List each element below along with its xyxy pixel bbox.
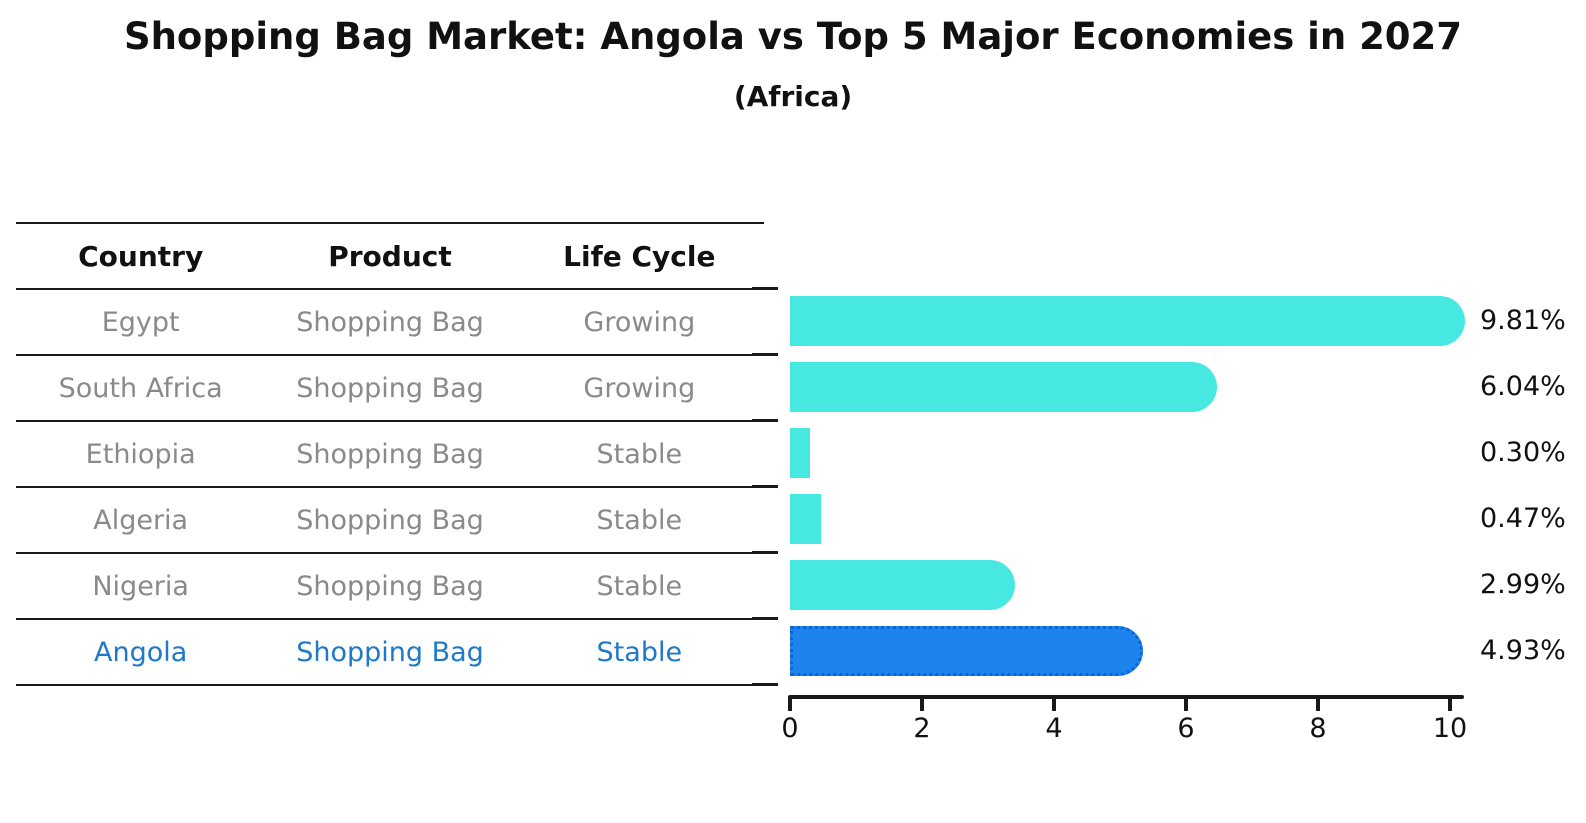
bar bbox=[790, 560, 1016, 610]
cell-product: Shopping Bag bbox=[296, 372, 484, 404]
x-axis-tick-label: 2 bbox=[913, 713, 931, 744]
table-row: Algeria Shopping Bag Stable bbox=[16, 488, 764, 554]
cell-country: Egypt bbox=[101, 306, 180, 338]
x-axis-tick bbox=[1316, 697, 1320, 711]
y-axis-tick bbox=[752, 418, 778, 422]
x-axis-tick bbox=[1184, 697, 1188, 711]
cell-product: Shopping Bag bbox=[296, 570, 484, 602]
bar-value-label: 2.99% bbox=[1480, 569, 1566, 600]
table-header-row: Country Product Life Cycle bbox=[16, 224, 764, 290]
bar bbox=[790, 362, 1217, 412]
table-row: Egypt Shopping Bag Growing bbox=[16, 290, 764, 356]
y-axis-tick bbox=[752, 616, 778, 620]
cell-country: South Africa bbox=[58, 372, 223, 404]
cell-life-cycle: Growing bbox=[583, 306, 696, 338]
cell-life-cycle: Stable bbox=[596, 438, 683, 470]
bar bbox=[790, 428, 810, 478]
bar-value-label: 9.81% bbox=[1480, 305, 1566, 336]
bar-row: 9.81% bbox=[790, 288, 1586, 354]
bar-row: 0.47% bbox=[790, 486, 1586, 552]
bar-highlight-angola bbox=[790, 626, 1144, 676]
y-axis-tick bbox=[752, 286, 778, 290]
bar-row: 6.04% bbox=[790, 354, 1586, 420]
x-axis-tick bbox=[920, 697, 924, 711]
cell-country: Ethiopia bbox=[85, 438, 196, 470]
cell-life-cycle: Stable bbox=[596, 570, 683, 602]
cell-life-cycle: Stable bbox=[596, 504, 683, 536]
cell-country: Nigeria bbox=[92, 570, 189, 602]
cell-country: Angola bbox=[94, 636, 188, 668]
cell-product: Shopping Bag bbox=[296, 438, 484, 470]
bar bbox=[790, 494, 822, 544]
x-axis-tick bbox=[1052, 697, 1056, 711]
bar-value-label: 0.47% bbox=[1480, 503, 1566, 534]
bar-row: 2.99% bbox=[790, 552, 1586, 618]
bar-value-label: 0.30% bbox=[1480, 437, 1566, 468]
col-header-country: Country bbox=[78, 239, 204, 273]
cell-life-cycle: Stable bbox=[596, 636, 683, 668]
bar-value-label: 6.04% bbox=[1480, 371, 1566, 402]
x-axis-tick-label: 4 bbox=[1045, 713, 1063, 744]
y-axis-tick bbox=[752, 484, 778, 488]
x-axis-tick bbox=[1448, 697, 1452, 711]
col-header-product: Product bbox=[328, 239, 452, 273]
table-row: South Africa Shopping Bag Growing bbox=[16, 356, 764, 422]
y-axis-tick bbox=[752, 352, 778, 356]
cell-product: Shopping Bag bbox=[296, 504, 484, 536]
cell-life-cycle: Growing bbox=[583, 372, 696, 404]
bar-value-label: 4.93% bbox=[1480, 635, 1566, 666]
table-row: Angola Shopping Bag Stable bbox=[16, 620, 764, 686]
x-axis-tick-label: 6 bbox=[1177, 713, 1195, 744]
x-axis-tick-label: 10 bbox=[1432, 713, 1468, 744]
country-table: Country Product Life Cycle Egypt Shoppin… bbox=[16, 222, 764, 686]
x-axis-tick-label: 8 bbox=[1309, 713, 1327, 744]
cell-product: Shopping Bag bbox=[296, 636, 484, 668]
chart-subtitle: (Africa) bbox=[733, 80, 853, 113]
bar bbox=[790, 296, 1466, 346]
bar-row: 4.93% bbox=[790, 618, 1586, 684]
y-axis-tick bbox=[752, 550, 778, 554]
table-row: Ethiopia Shopping Bag Stable bbox=[16, 422, 764, 488]
chart-title: Shopping Bag Market: Angola vs Top 5 Maj… bbox=[123, 15, 1463, 58]
cell-product: Shopping Bag bbox=[296, 306, 484, 338]
y-axis-tick bbox=[752, 682, 778, 686]
cell-country: Algeria bbox=[93, 504, 189, 536]
x-axis-tick bbox=[788, 697, 792, 711]
col-header-life-cycle: Life Cycle bbox=[563, 239, 716, 273]
x-axis-line bbox=[788, 695, 1464, 699]
x-axis-tick-label: 0 bbox=[781, 713, 799, 744]
bar-row: 0.30% bbox=[790, 420, 1586, 486]
table-row: Nigeria Shopping Bag Stable bbox=[16, 554, 764, 620]
